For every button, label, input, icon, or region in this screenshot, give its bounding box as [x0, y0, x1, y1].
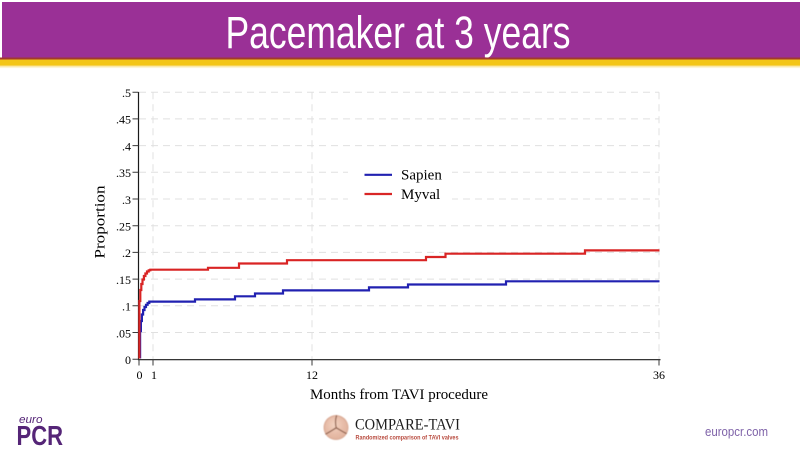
svg-text:.35: .35 — [116, 166, 131, 180]
svg-text:12: 12 — [306, 368, 318, 382]
svg-text:0: 0 — [137, 368, 143, 382]
svg-text:.5: .5 — [122, 86, 131, 100]
svg-text:Months from TAVI procedure: Months from TAVI procedure — [310, 387, 488, 403]
svg-text:europcr.com: europcr.com — [705, 425, 768, 439]
svg-text:COMPARE-TAVI: COMPARE-TAVI — [355, 417, 460, 434]
svg-text:.1: .1 — [122, 300, 131, 314]
svg-text:Pacemaker at 3 years: Pacemaker at 3 years — [226, 7, 571, 58]
svg-text:.2: .2 — [122, 246, 131, 260]
svg-text:.45: .45 — [116, 113, 131, 127]
svg-text:36: 36 — [653, 368, 665, 382]
svg-text:.05: .05 — [116, 326, 131, 340]
svg-text:1: 1 — [151, 368, 157, 382]
svg-text:Sapien: Sapien — [401, 168, 442, 184]
svg-text:0: 0 — [125, 353, 131, 367]
svg-text:.15: .15 — [116, 273, 131, 287]
svg-text:.3: .3 — [122, 193, 131, 207]
svg-text:.4: .4 — [122, 139, 131, 153]
svg-text:euro: euro — [19, 414, 43, 426]
svg-text:Proportion: Proportion — [93, 185, 109, 259]
svg-text:Randomized comparison of TAVI: Randomized comparison of TAVI valves — [356, 435, 459, 442]
svg-text:Myval: Myval — [401, 187, 440, 203]
svg-text:.25: .25 — [116, 220, 131, 234]
svg-text:PCR: PCR — [17, 420, 64, 450]
